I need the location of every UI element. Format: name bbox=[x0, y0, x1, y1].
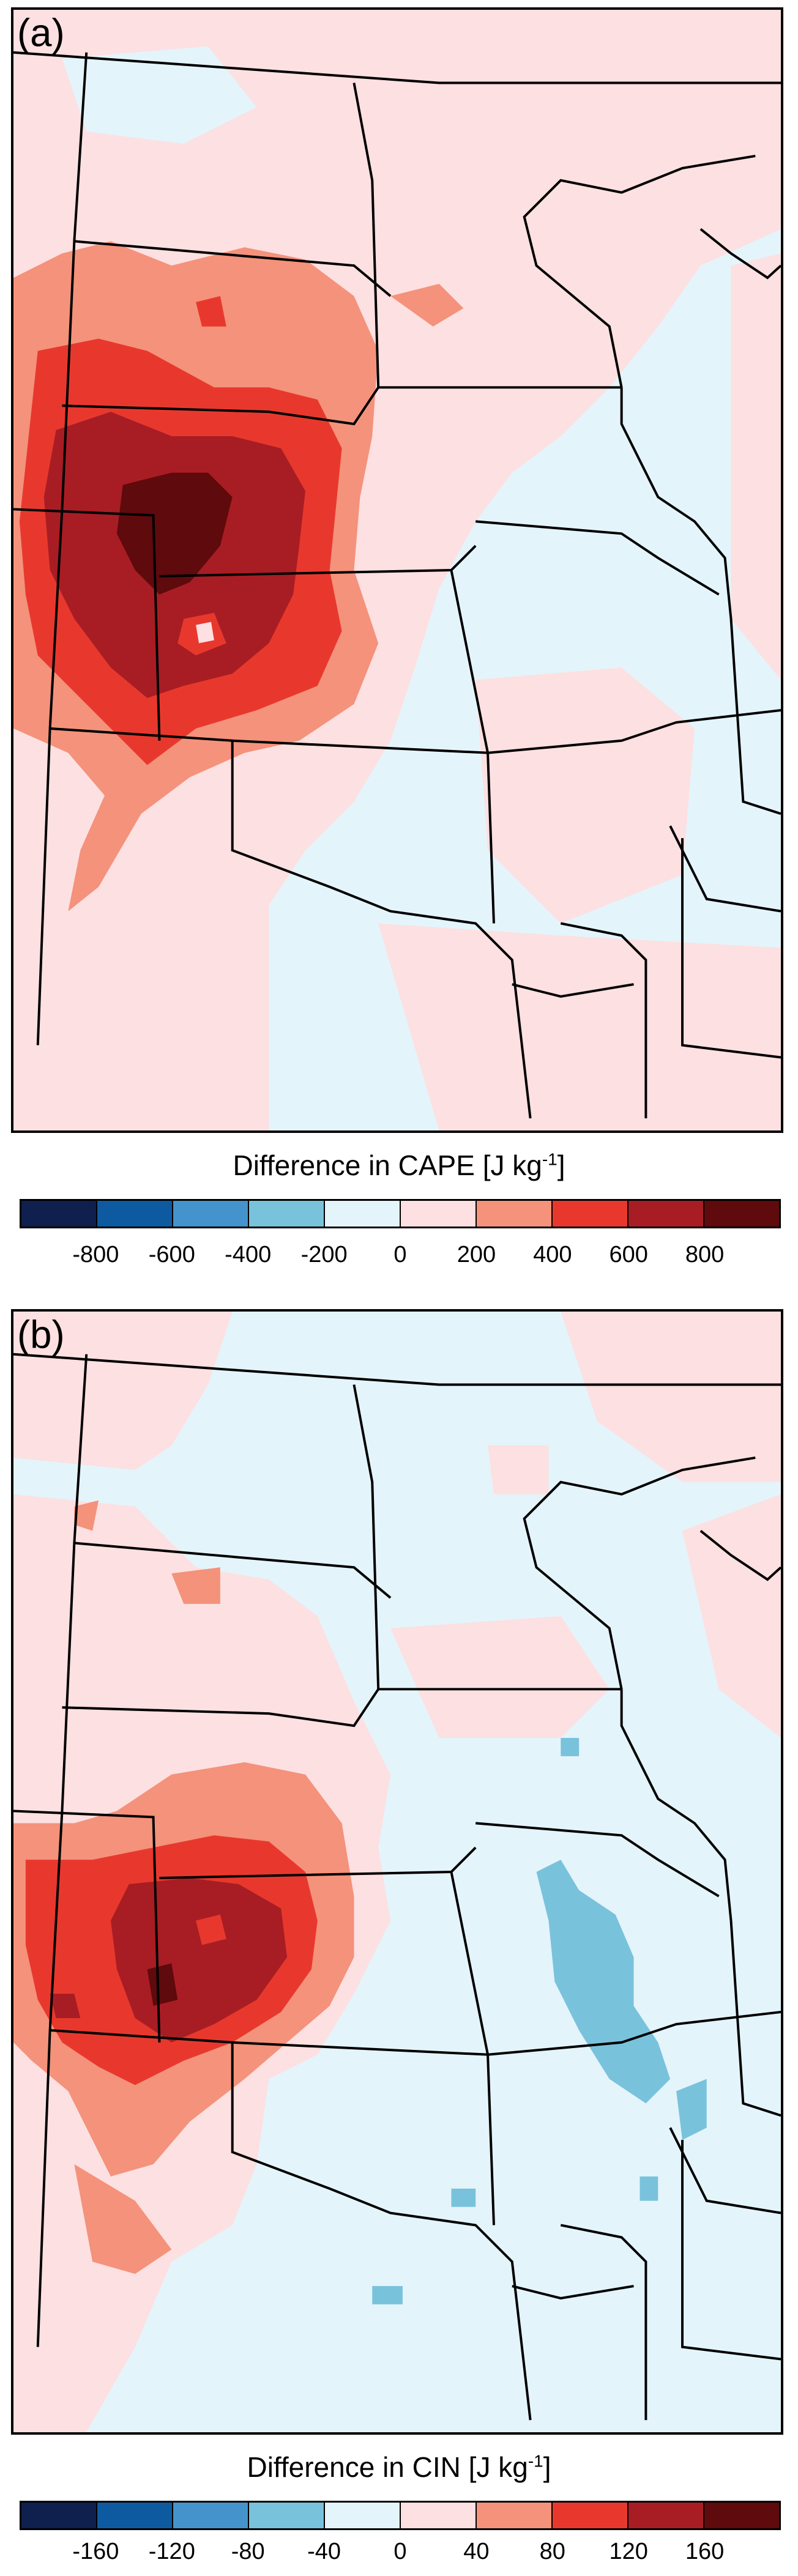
colorbar-tick-label: -200 bbox=[300, 1242, 348, 1268]
colorbar-segment bbox=[553, 1201, 628, 1227]
panel-letter: (a) bbox=[17, 12, 65, 55]
colorbar-segment bbox=[325, 1201, 401, 1227]
colorbar-segment bbox=[173, 1201, 249, 1227]
colorbar-segment bbox=[553, 2503, 628, 2528]
colorbar-tick-label: -600 bbox=[148, 1242, 195, 1268]
colorbar-tick-label: 400 bbox=[533, 1242, 572, 1268]
colorbar-tick-label: 0 bbox=[393, 2539, 407, 2564]
colorbar-segment bbox=[704, 1201, 779, 1227]
colorbar-tick-label: 800 bbox=[685, 1242, 725, 1268]
colorbar-segment bbox=[97, 1201, 173, 1227]
colorbar-tick-label: 40 bbox=[463, 2539, 490, 2564]
cape-difference-map: (a) bbox=[13, 10, 781, 1130]
colorbar-tick-label: 160 bbox=[685, 2539, 725, 2564]
colorbar-segment bbox=[628, 1201, 704, 1227]
colorbar-tick-label: 120 bbox=[609, 2539, 648, 2564]
colorbar-segment bbox=[628, 2503, 704, 2528]
colorbar-segment bbox=[97, 2503, 173, 2528]
colorbar-segment bbox=[704, 2503, 779, 2528]
colorbar-tick-label: -160 bbox=[72, 2539, 119, 2564]
cin-difference-map: (b) bbox=[13, 1312, 781, 2432]
colorbar-tick-label: -40 bbox=[307, 2539, 341, 2564]
colorbar-tick-label: -800 bbox=[72, 1242, 119, 1268]
colorbar-segment bbox=[325, 2503, 401, 2528]
colorbar-segment bbox=[477, 2503, 553, 2528]
colorbar-segment bbox=[477, 1201, 553, 1227]
colorbar-tick-label: -80 bbox=[231, 2539, 265, 2564]
colorbar-tick-label: 80 bbox=[539, 2539, 565, 2564]
colorbar-tick-label: 600 bbox=[609, 1242, 648, 1268]
panel-letter: (b) bbox=[17, 1313, 65, 1357]
colorbar-ticks-b: -160 -120 -80 -40 0 40 80 120 160 bbox=[20, 2539, 781, 2569]
colorbar-segment bbox=[249, 2503, 325, 2528]
colorbar-segment bbox=[249, 1201, 325, 1227]
colorbar-tick-label: -120 bbox=[148, 2539, 195, 2564]
colorbar-segment bbox=[21, 2503, 97, 2528]
colorbar-segment bbox=[401, 2503, 477, 2528]
colorbar-tick-label: 200 bbox=[457, 1242, 496, 1268]
map-panel-b: (b) bbox=[11, 1309, 783, 2435]
colorbar-b bbox=[20, 2501, 781, 2530]
colorbar-ticks-a: -800 -600 -400 -200 0 200 400 600 800 bbox=[20, 1242, 781, 1272]
colorbar-segment bbox=[21, 1201, 97, 1227]
colorbar-a bbox=[20, 1199, 781, 1228]
colorbar-title-a: Difference in CAPE [J kg-1] bbox=[233, 1149, 565, 1181]
colorbar-segment bbox=[401, 1201, 477, 1227]
colorbar-tick-label: -400 bbox=[225, 1242, 272, 1268]
map-panel-a: (a) bbox=[11, 7, 783, 1133]
colorbar-tick-label: 0 bbox=[393, 1242, 407, 1268]
colorbar-title-b: Difference in CIN [J kg-1] bbox=[247, 2451, 551, 2483]
colorbar-segment bbox=[173, 2503, 249, 2528]
